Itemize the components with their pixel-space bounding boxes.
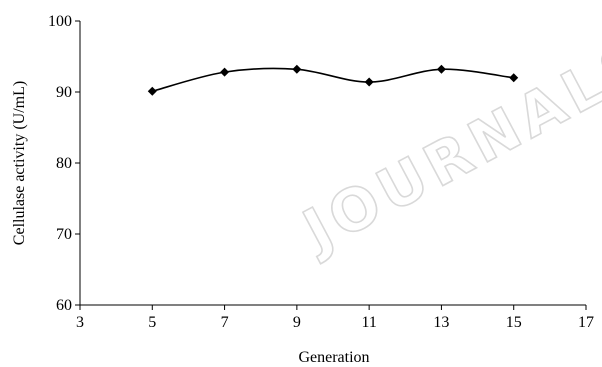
y-tick-label: 100 xyxy=(48,13,72,30)
series-line xyxy=(152,67,514,93)
x-tick-label: 13 xyxy=(433,314,449,331)
watermark: JOURNALS xyxy=(288,24,602,267)
y-tick-label: 80 xyxy=(56,155,72,172)
x-axis-title: Generation xyxy=(298,349,369,366)
axes: 60 70 80 90 100 3 5 7 9 11 13 15 17 xyxy=(48,13,594,331)
series-layer xyxy=(147,64,519,96)
x-tick-label: 5 xyxy=(148,314,156,331)
data-point-marker xyxy=(147,86,157,96)
watermark-text: JOURNALS xyxy=(289,25,602,267)
x-tick-label: 17 xyxy=(578,314,594,331)
y-axis-title: Cellulase activity (U/mL) xyxy=(11,81,28,245)
data-point-marker xyxy=(436,64,446,74)
x-tick-label: 9 xyxy=(293,314,301,331)
y-tick-label: 70 xyxy=(56,226,72,243)
x-tick-label: 3 xyxy=(76,314,84,331)
data-point-marker xyxy=(509,73,519,83)
x-tick-label: 15 xyxy=(506,314,522,331)
x-tick-label: 11 xyxy=(361,314,376,331)
y-tick-label: 60 xyxy=(56,297,72,314)
y-tick-label: 90 xyxy=(56,84,72,101)
x-tick-label: 7 xyxy=(221,314,229,331)
data-point-marker xyxy=(364,77,374,87)
data-point-marker xyxy=(292,64,302,74)
data-point-marker xyxy=(220,67,230,77)
